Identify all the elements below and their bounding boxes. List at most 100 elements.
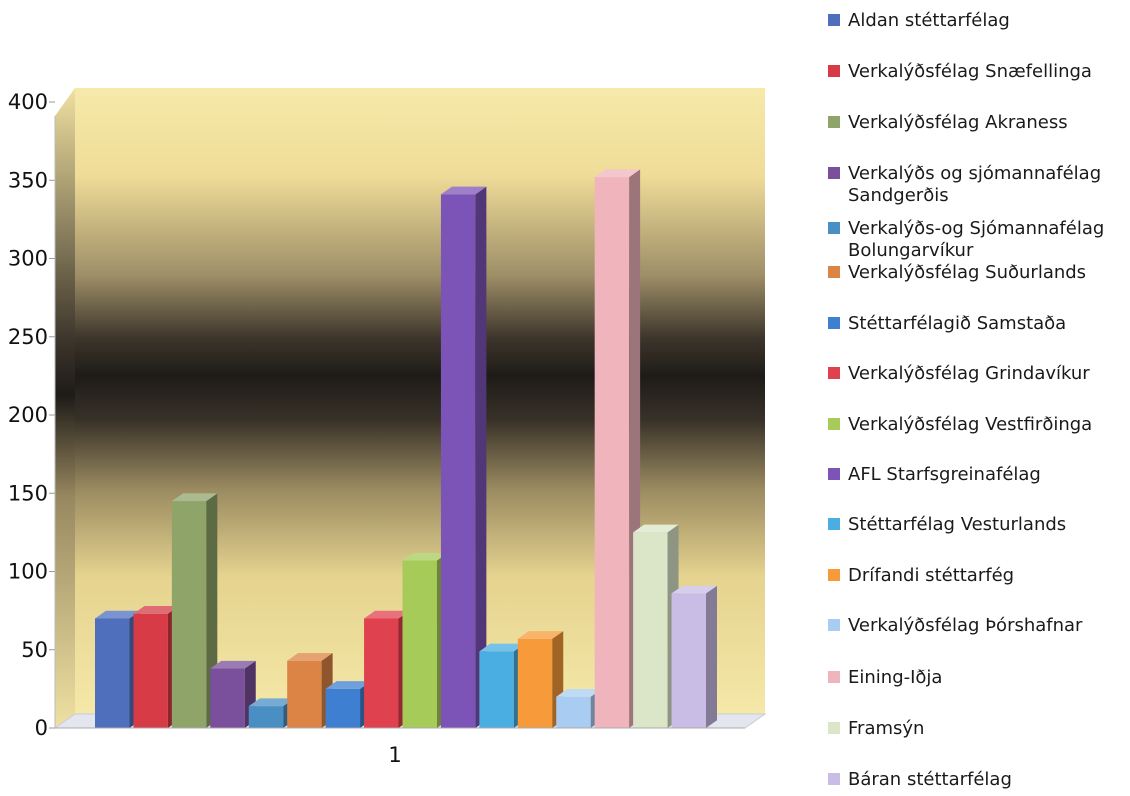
legend-label: Verkalýðs-og Sjómannafélag Bolungarvíkur bbox=[848, 218, 1104, 261]
left-wall-panel bbox=[55, 88, 75, 728]
y-tick-label: 250 bbox=[8, 325, 48, 349]
legend-swatch bbox=[828, 722, 840, 734]
bar-top bbox=[633, 524, 679, 533]
bar bbox=[671, 585, 717, 728]
legend-item: Stéttarfélag Vesturlands bbox=[828, 514, 1066, 535]
x-axis: 1 bbox=[55, 727, 745, 767]
legend-swatch bbox=[828, 116, 840, 128]
legend-swatch bbox=[828, 671, 840, 683]
legend-swatch bbox=[828, 317, 840, 329]
legend-label: Aldan stéttarfélag bbox=[848, 10, 1010, 31]
legend-label: Verkalýðsfélag Suðurlands bbox=[848, 262, 1086, 283]
y-tick-label: 350 bbox=[8, 168, 48, 192]
bar-front bbox=[133, 613, 168, 728]
bar-side bbox=[706, 585, 717, 728]
bar-front bbox=[633, 532, 668, 728]
legend-label: Verkalýðsfélag Snæfellinga bbox=[848, 61, 1092, 82]
bar-series-group bbox=[95, 169, 717, 729]
legend-item: Framsýn bbox=[828, 718, 924, 739]
legend-swatch bbox=[828, 65, 840, 77]
legend-item: Verkalýðs og sjómannafélag Sandgerðis bbox=[828, 163, 1101, 206]
bar-top bbox=[325, 681, 372, 689]
legend-item: Eining-Iðja bbox=[828, 667, 942, 688]
bar-front bbox=[210, 668, 245, 728]
bar bbox=[440, 186, 487, 728]
legend-label: Stéttarfélagið Samstaða bbox=[848, 313, 1066, 334]
legend-swatch bbox=[828, 773, 840, 785]
legend-swatch bbox=[828, 418, 840, 430]
legend-label: Framsýn bbox=[848, 718, 924, 739]
legend-item: AFL Starfsgreinafélag bbox=[828, 464, 1041, 485]
bar-top bbox=[556, 689, 602, 697]
legend-item: Verkalýðsfélag Þórshafnar bbox=[828, 615, 1083, 636]
legend-swatch bbox=[828, 167, 840, 179]
bar-front bbox=[671, 593, 706, 728]
bar bbox=[171, 493, 218, 728]
bar-top bbox=[287, 653, 333, 661]
bar-front bbox=[594, 177, 630, 728]
legend-label: Verkalýðsfélag Akraness bbox=[848, 112, 1068, 133]
legend-label: Verkalýðs og sjómannafélag Sandgerðis bbox=[848, 163, 1101, 206]
legend-item: Verkalýðsfélag Suðurlands bbox=[828, 262, 1086, 283]
bar-top bbox=[364, 610, 410, 619]
legend: Aldan stéttarfélag Verkalýðsfélag Snæfell… bbox=[828, 10, 1104, 790]
legend-label: Verkalýðsfélag Þórshafnar bbox=[848, 615, 1083, 636]
legend-swatch bbox=[828, 619, 840, 631]
legend-item: Verkalýðs-og Sjómannafélag Bolungarvíkur bbox=[828, 218, 1104, 261]
bar-front bbox=[479, 651, 514, 728]
y-tick-label: 100 bbox=[8, 560, 48, 584]
bar bbox=[556, 689, 602, 728]
bar-top bbox=[402, 552, 448, 561]
legend-item: Aldan stéttarfélag bbox=[828, 10, 1010, 31]
legend-label: Eining-Iðja bbox=[848, 667, 942, 688]
bar-top bbox=[248, 698, 295, 707]
bar-front bbox=[171, 501, 207, 728]
bar-front bbox=[517, 638, 553, 728]
bar-top bbox=[671, 585, 717, 594]
legend-item: Stéttarfélagið Samstaða bbox=[828, 313, 1066, 334]
legend-swatch bbox=[828, 518, 840, 530]
x-category-label: 1 bbox=[388, 743, 401, 767]
legend-label: AFL Starfsgreinafélag bbox=[848, 464, 1041, 485]
legend-label: Drífandi stéttarfég bbox=[848, 565, 1014, 586]
bar-front bbox=[248, 706, 284, 728]
legend-label: Verkalýðsfélag Vestfirðinga bbox=[848, 414, 1092, 435]
bar-front bbox=[364, 618, 399, 728]
bar bbox=[325, 681, 372, 728]
legend-item: Báran stéttarfélag bbox=[828, 769, 1012, 790]
y-tick-label: 150 bbox=[8, 481, 48, 505]
legend-item: Verkalýðsfélag Akraness bbox=[828, 112, 1068, 133]
legend-swatch bbox=[828, 222, 840, 234]
legend-label: Verkalýðsfélag Grindavíkur bbox=[848, 363, 1090, 384]
bar-side bbox=[475, 186, 487, 728]
bar-front bbox=[325, 688, 361, 728]
y-tick-label: 0 bbox=[35, 716, 48, 740]
bar-front bbox=[556, 696, 591, 728]
y-tick-label: 300 bbox=[8, 247, 48, 271]
bar-front bbox=[95, 618, 130, 728]
bar bbox=[633, 524, 679, 728]
bar-front bbox=[440, 194, 476, 728]
bar-top bbox=[479, 643, 525, 652]
bar-top bbox=[171, 493, 218, 502]
legend-item: Verkalýðsfélag Grindavíkur bbox=[828, 363, 1090, 384]
legend-label: Báran stéttarfélag bbox=[848, 769, 1012, 790]
legend-swatch bbox=[828, 367, 840, 379]
y-tick-label: 200 bbox=[8, 403, 48, 427]
legend-swatch bbox=[828, 14, 840, 26]
bar-top bbox=[440, 186, 487, 195]
bar bbox=[517, 631, 564, 728]
bar-top bbox=[517, 631, 564, 639]
y-tick-label: 400 bbox=[8, 90, 48, 114]
legend-swatch bbox=[828, 266, 840, 278]
bar-top bbox=[594, 169, 641, 178]
bar-front bbox=[287, 660, 322, 728]
bar-top bbox=[95, 610, 141, 619]
y-axis: 0 50 100 150 200 250 300 350 400 bbox=[8, 90, 56, 740]
legend-swatch bbox=[828, 569, 840, 581]
bar-front bbox=[402, 560, 437, 728]
legend-label: Stéttarfélag Vesturlands bbox=[848, 514, 1066, 535]
legend-item: Verkalýðsfélag Snæfellinga bbox=[828, 61, 1092, 82]
